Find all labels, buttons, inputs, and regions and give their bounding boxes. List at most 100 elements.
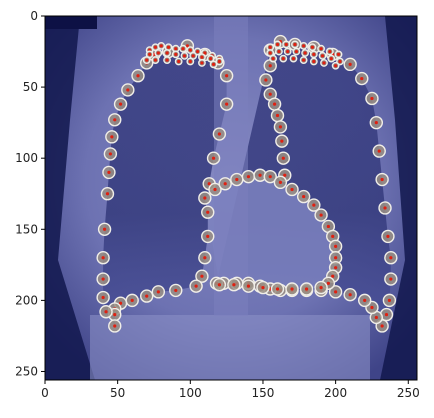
heart-marker-center — [217, 283, 221, 287]
left-lung-marker-center — [264, 78, 268, 82]
x-axis: 0 50 100 150 200 250 — [41, 380, 420, 400]
heart-marker-center — [223, 182, 227, 186]
right-lung-marker-center — [130, 298, 134, 302]
axes-frame — [44, 15, 418, 381]
left-lung-marker-center — [334, 290, 338, 294]
heart-marker-center — [290, 287, 294, 291]
right-apex-marker-center — [166, 45, 171, 49]
left-lung-marker-center — [387, 298, 391, 302]
left-lung-marker-center — [384, 312, 389, 317]
left-apex-marker-center — [284, 42, 288, 47]
left-apex-marker-center — [328, 49, 332, 54]
heart-marker-center — [203, 196, 207, 200]
landmark-markers — [96, 34, 398, 333]
right-apex-marker-center — [153, 45, 158, 49]
right-apex-marker-center — [200, 55, 204, 59]
y-tick-label: 150 — [15, 222, 38, 236]
left-apex-marker-center — [310, 45, 314, 49]
y-tick-label: 200 — [15, 293, 38, 307]
right-lung-marker-center — [113, 312, 117, 317]
left-apex-marker-center — [268, 51, 272, 55]
right-lung-marker-center — [145, 294, 149, 298]
right-lung-marker-center — [211, 156, 216, 160]
y-tick-label: 100 — [15, 151, 38, 165]
right-apex-marker-center — [156, 51, 160, 55]
left-apex-marker-center — [268, 45, 272, 49]
y-tick-label: 0 — [30, 9, 38, 23]
heart-marker-center — [331, 274, 335, 278]
left-lung-marker-center — [278, 125, 283, 129]
heart-marker-center — [331, 234, 335, 238]
heart-marker-center — [261, 285, 265, 290]
right-lung-marker-center — [156, 290, 160, 294]
y-tick-label: 50 — [23, 80, 38, 94]
right-lung-marker-center — [101, 256, 105, 260]
left-lung-marker-center — [389, 277, 393, 281]
heart-marker-center — [326, 224, 330, 229]
right-apex-marker-center — [148, 52, 152, 56]
right-apex-marker-center — [211, 62, 216, 66]
left-lung-marker-center — [360, 76, 364, 81]
right-lung-marker-center — [102, 227, 107, 231]
right-apex-marker-center — [165, 58, 169, 62]
left-lung-marker-center — [374, 315, 378, 320]
left-lung-marker-center — [383, 206, 387, 210]
right-apex-marker-center — [200, 61, 204, 65]
heart-marker-center — [275, 287, 280, 291]
right-lung-marker-center — [108, 152, 112, 156]
right-lung-marker-center — [101, 277, 105, 281]
right-apex-marker-center — [181, 47, 185, 51]
left-apex-marker-center — [303, 51, 307, 55]
left-apex-marker-center — [302, 44, 306, 48]
right-lung-marker-center — [174, 288, 178, 293]
right-lung-marker-center — [206, 210, 210, 214]
heart-marker-center — [278, 180, 283, 184]
y-tick-label: 250 — [15, 364, 38, 378]
x-tick-label: 200 — [324, 386, 347, 400]
x-tick-label: 50 — [110, 386, 125, 400]
heart-marker-center — [232, 283, 236, 287]
heart-marker-center — [246, 175, 251, 179]
right-lung-marker-center — [101, 295, 105, 300]
right-apex-marker-center — [188, 59, 192, 64]
left-apex-marker-center — [320, 54, 325, 58]
left-apex-marker-center — [294, 49, 298, 54]
heart-marker-center — [290, 187, 294, 192]
left-apex-marker-center — [338, 59, 342, 64]
heart-marker-center — [235, 177, 239, 182]
right-apex-marker-center — [174, 47, 178, 51]
right-lung-marker-center — [217, 132, 221, 136]
heart-marker-center — [319, 285, 323, 290]
left-lung-marker-center — [377, 149, 381, 153]
left-side-shadow — [45, 16, 95, 380]
left-lung-marker-center — [268, 64, 272, 68]
heart-marker-center — [246, 284, 251, 288]
heart-marker-center — [312, 203, 316, 207]
right-apex-marker-center — [209, 57, 213, 61]
left-apex-marker-center — [286, 49, 290, 54]
left-apex-marker-center — [277, 49, 281, 54]
left-lung-marker-center — [275, 113, 280, 118]
left-lung-marker-center — [268, 92, 272, 96]
left-lung-marker-center — [280, 139, 284, 143]
right-lung-marker-center — [203, 256, 207, 260]
right-apex-marker-center — [177, 59, 181, 64]
left-apex-marker-center — [312, 52, 316, 56]
left-apex-marker-center — [302, 58, 306, 62]
left-apex-marker-center — [281, 57, 285, 61]
left-lung-marker-center — [281, 156, 285, 160]
left-lung-marker-center — [348, 62, 352, 66]
left-lung-marker-center — [370, 96, 374, 101]
left-lung-marker-center — [348, 293, 352, 297]
left-lung-marker-center — [386, 234, 390, 238]
abdomen-band — [90, 315, 370, 380]
x-tick-label: 250 — [397, 386, 420, 400]
right-lung-marker-center — [110, 135, 114, 139]
right-apex-marker-center — [174, 52, 178, 56]
right-apex-marker-center — [188, 48, 192, 52]
left-apex-marker-center — [329, 57, 333, 61]
left-apex-marker-center — [319, 47, 323, 51]
right-lung-marker-center — [225, 102, 229, 106]
left-lung-marker-center — [374, 121, 378, 125]
